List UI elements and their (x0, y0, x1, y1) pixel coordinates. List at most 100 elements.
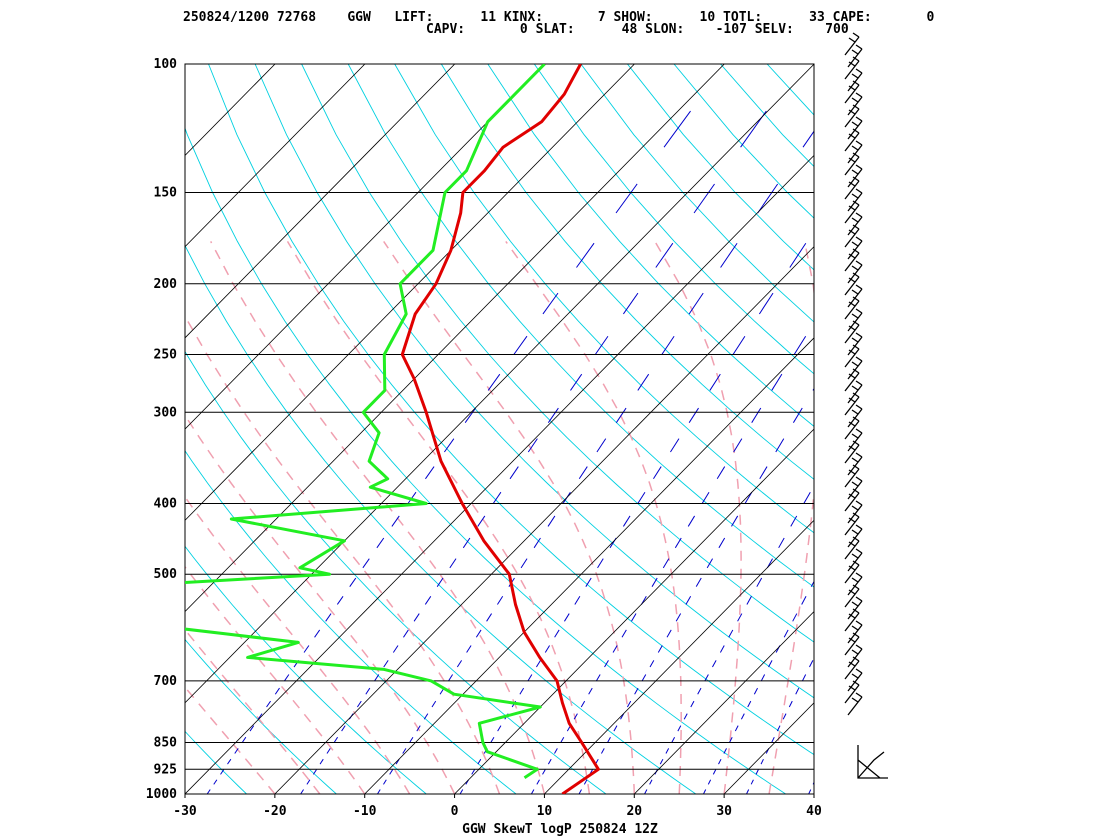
mixing-ratio-dash (818, 467, 825, 479)
mixing-ratio-dash (1063, 111, 1085, 147)
mixing-ratio-dash (234, 748, 239, 754)
wind-barb-flag (855, 92, 863, 98)
mixing-ratio-dash (542, 292, 559, 315)
mixing-ratio-dash (783, 629, 789, 638)
wind-barb-flag (851, 457, 859, 463)
dry-adiabat (1046, 64, 1120, 794)
wind-barb-flag (852, 392, 860, 398)
dry-adiabat (533, 64, 814, 375)
mixing-ratio-dash (533, 537, 541, 549)
isotherm (185, 64, 276, 156)
moist-adiabat (185, 414, 456, 794)
mixing-ratio-dash (870, 111, 894, 147)
chart-footer: GGW SkewT logP 250824 12Z (462, 822, 658, 837)
mixing-ratio-dash (977, 439, 984, 452)
wind-barb-flag (851, 193, 859, 199)
wind-barb-flag (852, 536, 860, 542)
wind-barb (844, 420, 860, 440)
mixing-ratio-dash (950, 492, 956, 503)
pressure-labels: 100 150 200 250 300 400 500 700 850 925 1000 (146, 57, 177, 802)
dry-adiabat (185, 350, 607, 794)
mixing-ratio-dash (227, 758, 232, 765)
mixing-ratio-dash (675, 613, 682, 622)
mixing-ratio-dash (833, 439, 841, 452)
mixing-ratio-dash (690, 700, 695, 708)
mixing-ratio-dash (477, 758, 482, 765)
wind-barb-flag (848, 445, 856, 451)
wind-barb (844, 276, 860, 296)
mixing-ratio-dash (389, 769, 394, 775)
mixing-ratio-dash (876, 645, 879, 652)
mixing-ratio-dash (801, 596, 807, 605)
isotherm (185, 64, 814, 704)
wind-barb (844, 348, 860, 368)
mixing-ratio-dash (547, 407, 559, 423)
wind-barb (844, 684, 860, 704)
mixing-ratio-dash (319, 758, 324, 765)
mixing-ratio-dash (803, 491, 811, 504)
wind-barb-flag (851, 673, 859, 679)
mixing-ratio-dash (449, 558, 457, 569)
mixing-ratio-dash (768, 660, 773, 668)
mixing-ratio-dash (622, 515, 631, 527)
mixing-ratio-dash (336, 596, 344, 605)
mixing-ratio-dash (718, 758, 722, 765)
wind-barb-flag (855, 452, 863, 458)
wind-barb-flag (855, 572, 863, 578)
mixing-ratio-dash (626, 700, 632, 708)
moist-adiabat (185, 685, 276, 794)
mixing-ratio-dash (902, 408, 910, 423)
mixing-ratio-dash (431, 700, 437, 708)
wind-barb-flag (851, 697, 859, 703)
mixing-ratio-dash (677, 725, 682, 732)
mixing-ratio-dash (712, 660, 717, 668)
wind-barb-flag (851, 601, 859, 607)
mixing-ratio-dash (662, 558, 670, 569)
mixing-ratio-dash (306, 779, 311, 785)
mixing-ratio-dash (403, 629, 409, 638)
mixing-ratio-dash (1010, 374, 1019, 390)
wind-barb-flag (851, 481, 859, 487)
wind-barb-flag (855, 476, 863, 482)
mixing-ratio-dash (392, 645, 399, 653)
mixing-ratio-dash (649, 660, 655, 668)
wind-barb-flag (851, 289, 859, 295)
x-tick-label-20: 20 (626, 804, 642, 819)
mixing-ratio-dash (964, 293, 976, 314)
wind-barb-flag (851, 385, 859, 391)
wind-barb-flag (852, 128, 860, 134)
dry-adiabat (953, 64, 1120, 794)
moist-adiabat (768, 241, 814, 794)
mixing-ratio-dash (573, 713, 578, 720)
wind-barb-flag (848, 181, 856, 187)
x-tick-label-40: 40 (806, 804, 822, 819)
wind-barb-flag (848, 349, 856, 355)
mixing-ratio-dash (782, 713, 787, 720)
wind-barb-flag (855, 620, 863, 626)
mixing-ratio-dash (720, 242, 738, 268)
wind-barb-flag (852, 584, 860, 590)
moist-adiabats (185, 240, 814, 794)
mixing-ratio-dash (755, 769, 759, 775)
surface-wind-barbs (857, 745, 888, 779)
mixing-ratio-dash (1097, 111, 1119, 147)
wind-barb-flag (855, 404, 863, 410)
mixing-ratio-dash (657, 645, 663, 653)
dewpoint-series (185, 64, 546, 779)
mixing-ratio-dash (665, 748, 670, 754)
mixing-ratio-dash (425, 466, 435, 480)
mixing-ratio-dash (734, 725, 739, 732)
wind-barb-flag (855, 428, 863, 434)
x-tick-label--20: -20 (263, 804, 287, 819)
mixing-ratio-dash (464, 407, 477, 423)
pressure-label-700: 700 (154, 674, 178, 689)
mixing-ratio-dash (891, 614, 895, 622)
wind-barb (844, 564, 860, 584)
mixing-ratio-dash (615, 183, 638, 214)
mixing-ratio-dash (607, 736, 611, 743)
mixing-ratio-dash (604, 660, 609, 668)
wind-barb-flag (855, 644, 863, 650)
mixing-ratio-dash (213, 779, 218, 785)
x-tick-label--10: -10 (353, 804, 377, 819)
mixing-ratio-dash (580, 700, 586, 708)
